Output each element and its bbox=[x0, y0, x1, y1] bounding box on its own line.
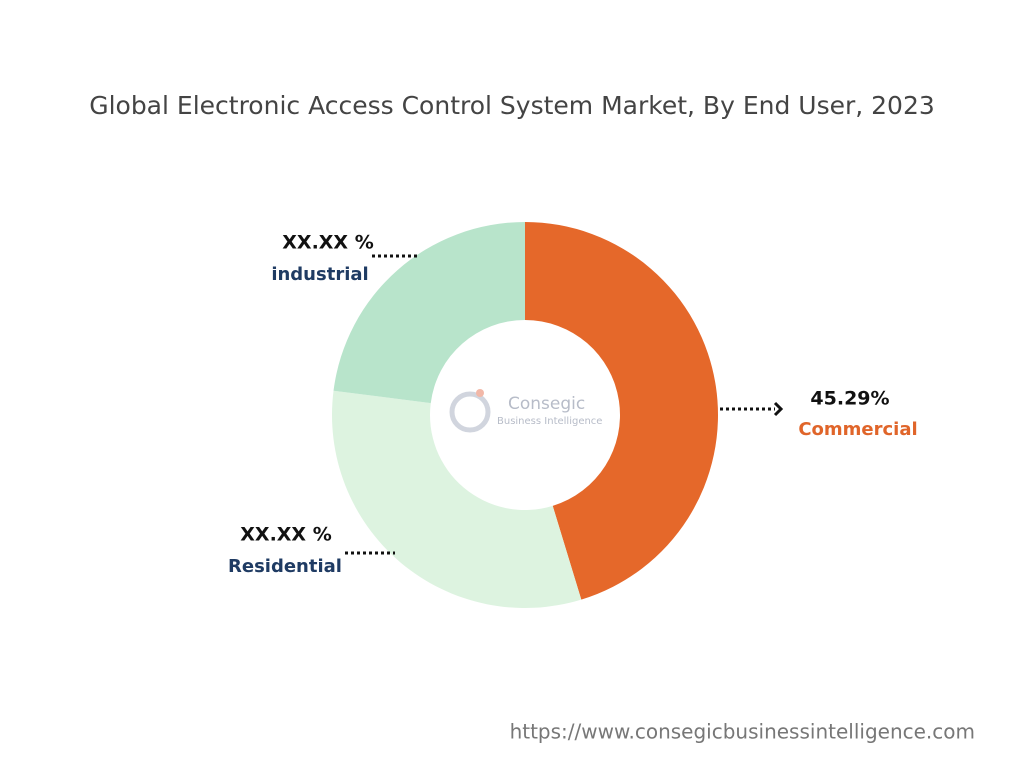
category-label: industrial bbox=[271, 264, 368, 285]
logo-dot bbox=[476, 389, 484, 397]
category-label: Commercial bbox=[798, 419, 917, 440]
value-label: XX.XX % bbox=[282, 232, 373, 254]
category-label: Residential bbox=[228, 556, 342, 577]
value-label: XX.XX % bbox=[240, 524, 331, 546]
leader-arrow bbox=[773, 401, 784, 417]
value-label: 45.29% bbox=[810, 388, 889, 410]
slice bbox=[333, 221, 525, 404]
logo-tagline: Business Intelligence bbox=[497, 416, 602, 427]
chart-title: Global Electronic Access Control System … bbox=[89, 91, 935, 120]
logo-ring bbox=[449, 391, 491, 433]
source-url: https://www.consegicbusinessintelligence… bbox=[510, 720, 975, 744]
slice bbox=[525, 222, 719, 600]
logo-name: Consegic bbox=[508, 394, 585, 414]
